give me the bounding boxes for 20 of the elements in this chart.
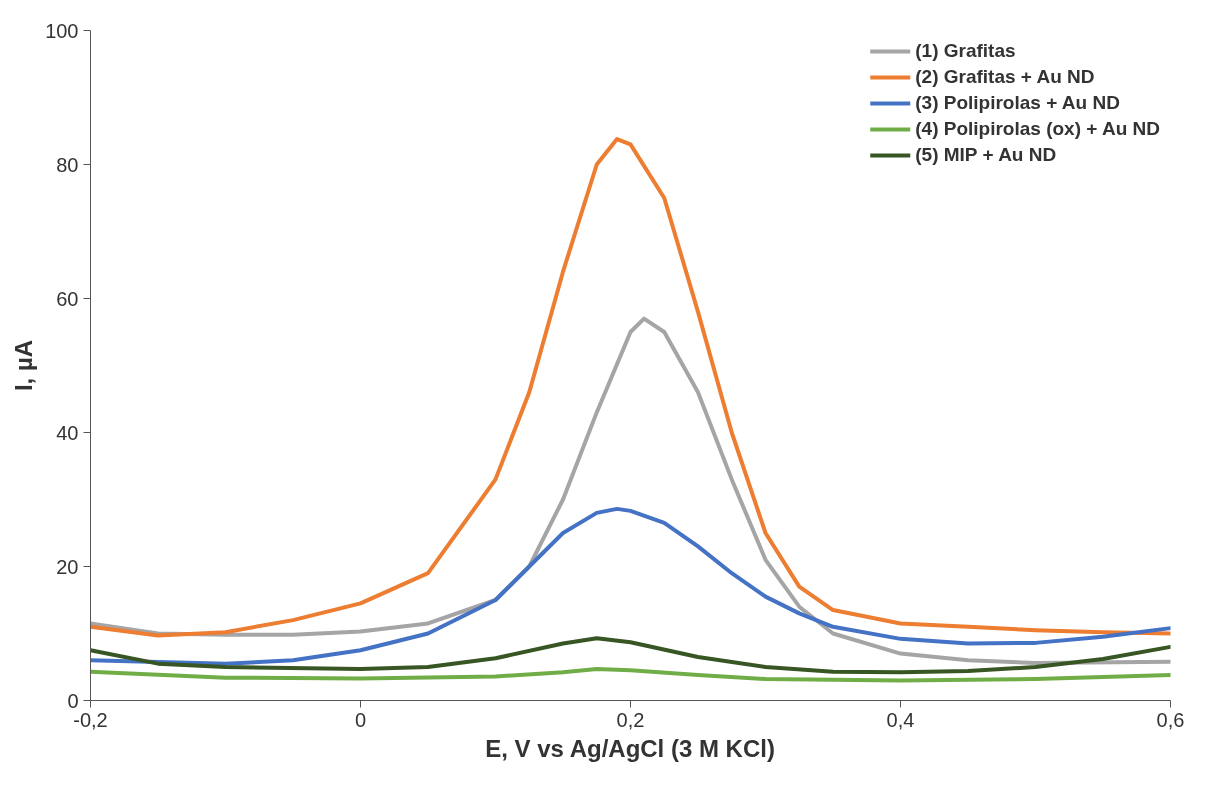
legend-label: (4) Polipirolas (ox) + Au ND — [915, 118, 1160, 140]
x-tick-label: 0,4 — [886, 708, 915, 731]
legend-label: (1) Grafitas — [915, 40, 1016, 62]
line-series — [90, 506, 1171, 666]
y-tick-label: 20 — [56, 555, 79, 578]
x-axis-title: E, V vs Ag/AgCl (3 M KCl) — [485, 734, 775, 762]
x-tick-label: 0 — [354, 708, 367, 731]
legend-label: (3) Polipirolas + Au ND — [915, 92, 1120, 114]
line-series — [90, 667, 1171, 683]
line-series — [90, 636, 1171, 675]
y-tick-label: 40 — [56, 421, 79, 444]
x-tick-label: 0,6 — [1156, 708, 1185, 731]
legend-label: (5) MIP + Au ND — [915, 144, 1057, 166]
x-tick-label: 0,2 — [616, 708, 645, 731]
y-axis-title: I, µA — [10, 339, 38, 392]
line-series — [90, 137, 1171, 638]
y-tick-label: 60 — [56, 287, 79, 310]
y-tick-label: 80 — [56, 153, 79, 176]
legend-label: (2) Grafitas + Au ND — [915, 66, 1095, 88]
y-tick-label: 100 — [45, 19, 79, 42]
